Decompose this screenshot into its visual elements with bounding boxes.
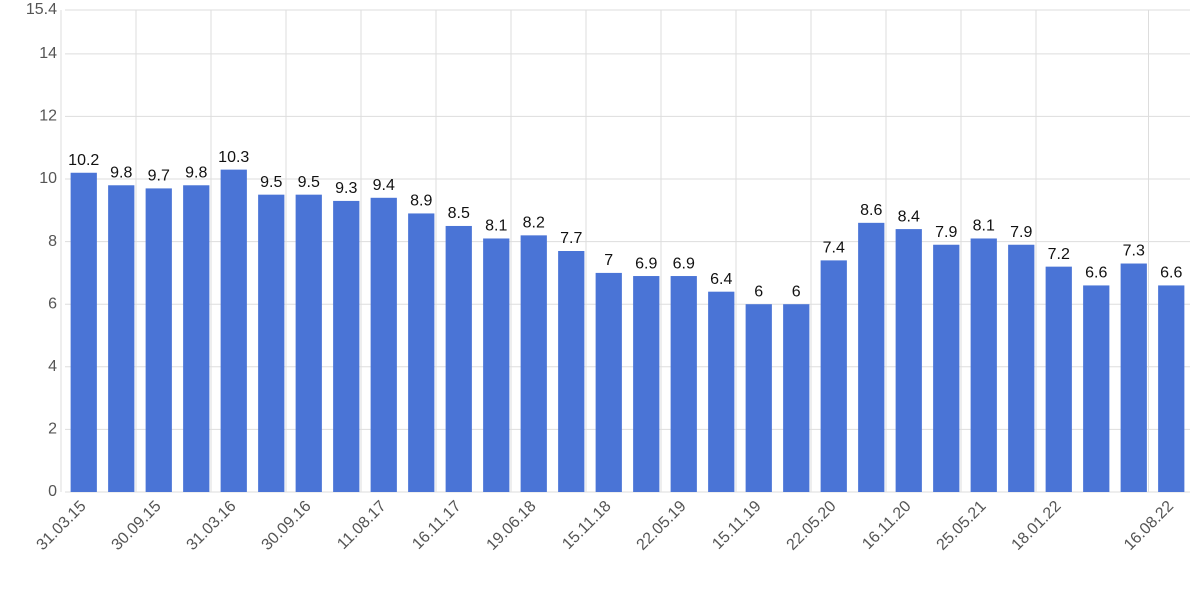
value-label: 8.1 [485,218,507,235]
bar [933,244,960,492]
value-label: 7 [604,252,613,269]
y-tick-label: 15.4 [26,1,57,18]
bar [1083,285,1110,492]
y-tick-label: 8 [48,233,57,250]
value-label: 6.9 [673,255,695,272]
x-tick-label: 15.11.18 [559,498,614,553]
value-label: 9.3 [335,180,357,197]
bar [258,194,285,492]
value-label: 8.6 [860,202,882,219]
bar [745,304,772,492]
bar [858,222,885,492]
y-tick-label: 2 [48,421,57,438]
x-tick-label: 16.11.20 [859,498,914,553]
y-tick-label: 12 [39,108,57,125]
value-label: 8.5 [448,205,470,222]
bar [708,291,735,492]
value-label: 9.8 [110,164,132,181]
value-label: 8.2 [523,215,545,232]
bar [895,229,922,492]
value-label: 8.1 [973,218,995,235]
value-label: 7.9 [1010,224,1032,241]
x-tick-label: 11.08.17 [334,498,389,553]
bar [1158,285,1185,492]
y-tick-label: 6 [48,295,57,312]
x-tick-label: 22.05.19 [634,498,690,554]
bar [558,251,585,492]
bar [333,200,360,493]
bar [633,276,660,492]
bar [970,238,997,492]
bar [670,276,697,492]
value-label: 7.2 [1048,246,1070,263]
value-label: 7.4 [823,240,845,257]
value-label: 6 [792,283,801,300]
y-tick-label: 14 [39,45,57,62]
x-tick-label: 30.09.15 [109,498,165,554]
bar [370,197,397,492]
value-label: 9.7 [148,168,170,185]
x-tick-label: 18.01.22 [1009,498,1065,554]
x-tick-label: 30.09.16 [259,498,315,554]
bar [483,238,510,492]
value-label: 10.2 [68,152,99,169]
bar [1120,263,1147,492]
y-tick-label: 4 [48,358,57,375]
bar [520,235,547,492]
bar [1008,244,1035,492]
x-tick-label: 19.06.18 [484,498,540,554]
bar [70,172,97,493]
bar [295,194,322,492]
bar [1045,266,1072,492]
value-label: 9.5 [298,174,320,191]
x-tick-label: 16.11.17 [409,498,464,553]
value-label: 6.4 [710,271,732,288]
bar [145,188,172,493]
x-tick-label: 25.05.21 [934,498,990,554]
value-label: 10.3 [218,149,249,166]
value-label: 6.9 [635,255,657,272]
bar [820,260,847,492]
x-tick-label: 31.03.15 [34,498,90,554]
bar [408,213,435,492]
value-label: 7.3 [1123,243,1145,260]
value-label: 9.4 [373,177,395,194]
value-label: 8.4 [898,208,920,225]
bar [445,225,472,492]
value-label: 9.5 [260,174,282,191]
y-tick-label: 10 [39,170,57,187]
bar [595,272,622,492]
value-label: 6.6 [1160,265,1182,282]
value-label: 7.9 [935,224,957,241]
value-label: 6.6 [1085,265,1107,282]
bar [108,185,135,493]
x-tick-label: 16.08.22 [1121,498,1177,554]
y-tick-label: 0 [48,483,57,500]
value-label: 8.9 [410,193,432,210]
value-label: 9.8 [185,164,207,181]
x-tick-label: 22.05.20 [784,498,840,554]
x-tick-label: 31.03.16 [184,498,240,554]
bar [183,185,210,493]
value-label: 6 [754,283,763,300]
value-label: 7.7 [560,230,582,247]
bar [783,304,810,492]
x-tick-label: 15.11.19 [709,498,764,553]
bar [220,169,247,492]
